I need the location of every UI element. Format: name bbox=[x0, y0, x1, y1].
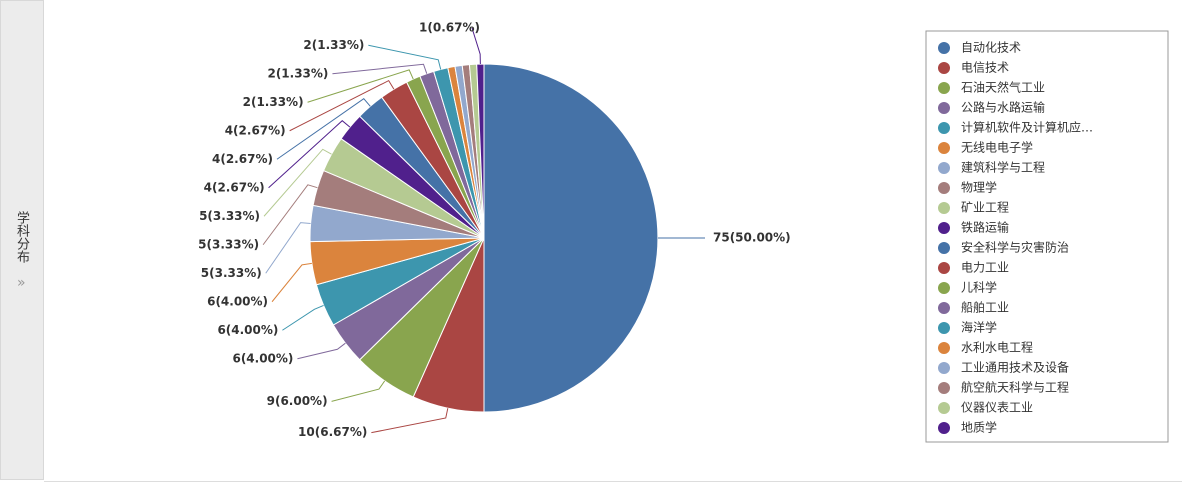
legend-label: 无线电电子学 bbox=[961, 140, 1033, 155]
data-label: 2(1.33%) bbox=[243, 95, 304, 109]
expand-icon[interactable]: » bbox=[17, 275, 26, 291]
data-label: 6(4.00%) bbox=[207, 294, 268, 308]
data-label: 6(4.00%) bbox=[217, 323, 278, 337]
legend-marker bbox=[938, 302, 950, 314]
data-label: 4(2.67%) bbox=[212, 152, 273, 166]
legend-marker bbox=[938, 202, 950, 214]
legend-label: 矿业工程 bbox=[961, 200, 1009, 215]
legend-label: 计算机软件及计算机应… bbox=[961, 120, 1093, 135]
leader-line bbox=[332, 63, 428, 75]
leader-line bbox=[265, 222, 311, 274]
legend-label: 儿科学 bbox=[961, 280, 997, 295]
leader-line bbox=[297, 342, 346, 360]
leader-line bbox=[262, 184, 318, 246]
legend-label: 建筑科学与工程 bbox=[961, 160, 1045, 175]
legend-marker bbox=[938, 122, 950, 134]
leader-line bbox=[371, 408, 449, 434]
leader-line bbox=[271, 262, 312, 303]
leader-line bbox=[471, 27, 481, 65]
leader-line bbox=[276, 98, 371, 160]
legend-marker bbox=[938, 362, 950, 374]
legend-marker bbox=[938, 422, 950, 434]
legend-marker bbox=[938, 102, 950, 114]
legend-marker bbox=[938, 82, 950, 94]
data-label: 2(1.33%) bbox=[303, 38, 364, 52]
legend-marker bbox=[938, 42, 950, 54]
legend-marker bbox=[938, 382, 950, 394]
legend-label: 工业通用技术及设备 bbox=[961, 361, 1069, 375]
pie-slice bbox=[483, 63, 659, 413]
legend-marker bbox=[938, 402, 950, 414]
legend-label: 电信技术 bbox=[961, 61, 1009, 75]
legend-label: 仪器仪表工业 bbox=[961, 401, 1033, 415]
legend-label: 公路与水路运输 bbox=[961, 100, 1045, 115]
legend-marker bbox=[938, 162, 950, 174]
legend-label: 安全科学与灾害防治 bbox=[961, 240, 1069, 255]
legend-marker bbox=[938, 182, 950, 194]
sidebar-label[interactable]: 学科分布 bbox=[14, 211, 29, 263]
legend-marker bbox=[938, 322, 950, 334]
leader-line bbox=[268, 120, 351, 189]
leader-line bbox=[289, 79, 395, 132]
legend-marker bbox=[938, 62, 950, 74]
leader-line bbox=[331, 380, 386, 402]
legend-label: 船舶工业 bbox=[961, 300, 1009, 315]
leader-line bbox=[368, 44, 442, 70]
data-label: 1(0.67%) bbox=[419, 21, 480, 35]
leader-line bbox=[307, 69, 414, 103]
legend-marker bbox=[938, 262, 950, 274]
data-label: 10(6.67%) bbox=[298, 425, 367, 439]
legend-label: 物理学 bbox=[961, 180, 997, 195]
legend-label: 水利水电工程 bbox=[961, 340, 1033, 355]
data-label: 5(3.33%) bbox=[198, 237, 259, 251]
legend-label: 海洋学 bbox=[961, 320, 997, 335]
data-label: 4(2.67%) bbox=[204, 180, 265, 194]
data-label: 4(2.67%) bbox=[225, 123, 286, 137]
chart: 2(1.33%) 2(1.33%) 2(1.33%) 4(2.67%) 4(2.67%)… bbox=[198, 21, 1169, 443]
data-label: 2(1.33%) bbox=[267, 66, 328, 80]
data-label: 75(50.00%) bbox=[713, 231, 791, 245]
data-label: 6(4.00%) bbox=[232, 351, 293, 365]
legend-marker bbox=[938, 282, 950, 294]
data-label: 5(3.33%) bbox=[199, 209, 260, 223]
legend-label: 铁路运输 bbox=[961, 220, 1009, 235]
leader-line bbox=[282, 304, 324, 331]
legend-label: 石油天然气工业 bbox=[961, 80, 1045, 95]
leader-line bbox=[263, 148, 332, 217]
legend-label: 航空航天科学与工程 bbox=[961, 380, 1069, 395]
legend-label: 自动化技术 bbox=[961, 41, 1021, 55]
legend-marker bbox=[938, 222, 950, 234]
legend-marker bbox=[938, 342, 950, 354]
data-label: 9(6.00%) bbox=[267, 394, 328, 408]
legend-marker bbox=[938, 242, 950, 254]
sidebar[interactable]: 学科分布 » bbox=[0, 0, 44, 480]
legend-label: 地质学 bbox=[961, 420, 997, 435]
legend-box bbox=[925, 30, 1169, 443]
chart-panel: 2(1.33%) 2(1.33%) 2(1.33%) 4(2.67%) 4(2.67%)… bbox=[44, 0, 1182, 482]
legend-marker bbox=[938, 142, 950, 154]
data-label: 5(3.33%) bbox=[201, 266, 262, 280]
legend-label: 电力工业 bbox=[961, 261, 1009, 275]
